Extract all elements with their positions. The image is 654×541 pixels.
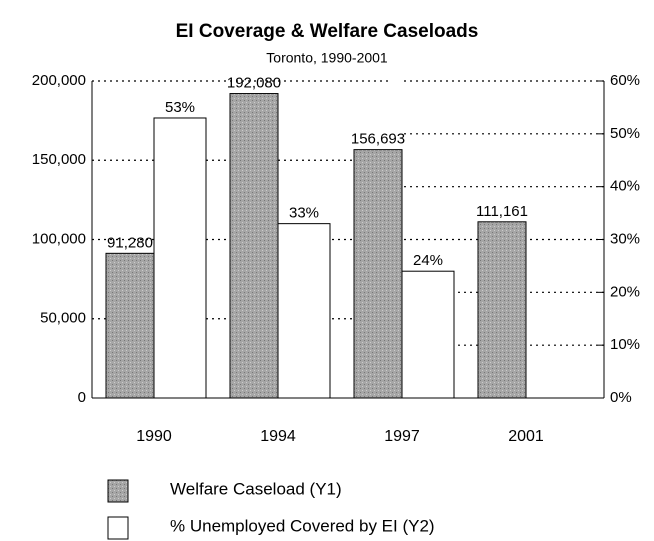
y2-tick-label: 40% (610, 178, 640, 195)
x-tick-label: 1997 (384, 428, 420, 445)
y-tick-label: 100,000 (32, 230, 86, 247)
chart-subtitle: Toronto, 1990-2001 (266, 50, 388, 66)
legend-swatch (107, 516, 129, 540)
bar (353, 149, 403, 399)
y-tick-label: 0 (78, 389, 86, 406)
y2-tick-label: 20% (610, 283, 640, 300)
bar (401, 270, 455, 399)
bar (105, 252, 155, 399)
y2-tick-label: 0% (610, 389, 632, 406)
value-label: 111,161 (476, 203, 528, 220)
value-label: 156,693 (351, 131, 405, 148)
y-tick-label: 50,000 (40, 310, 86, 327)
y2-tick-label: 50% (610, 125, 640, 142)
y-tick-label: 200,000 (32, 72, 86, 89)
x-tick-label: 1994 (260, 428, 296, 445)
value-label: 53% (165, 99, 195, 116)
chart-title: EI Coverage & Welfare Caseloads (176, 21, 479, 42)
x-tick-label: 1990 (136, 428, 172, 445)
value-label: 91,280 (107, 234, 153, 251)
bar (477, 221, 527, 399)
legend-swatch (107, 479, 129, 503)
bar (277, 223, 331, 399)
value-label: 33% (289, 205, 319, 222)
y2-tick-label: 10% (610, 336, 640, 353)
y2-tick-label: 60% (610, 72, 640, 89)
y2-tick-label: 30% (610, 230, 640, 247)
value-label: 192,080 (227, 75, 281, 92)
legend-label: Welfare Caseload (Y1) (170, 479, 342, 498)
y-tick-label: 150,000 (32, 151, 86, 168)
bar (229, 93, 279, 399)
bar (153, 117, 207, 399)
legend-label: % Unemployed Covered by EI (Y2) (170, 516, 435, 535)
value-label: 24% (413, 252, 443, 269)
x-tick-label: 2001 (508, 428, 544, 445)
